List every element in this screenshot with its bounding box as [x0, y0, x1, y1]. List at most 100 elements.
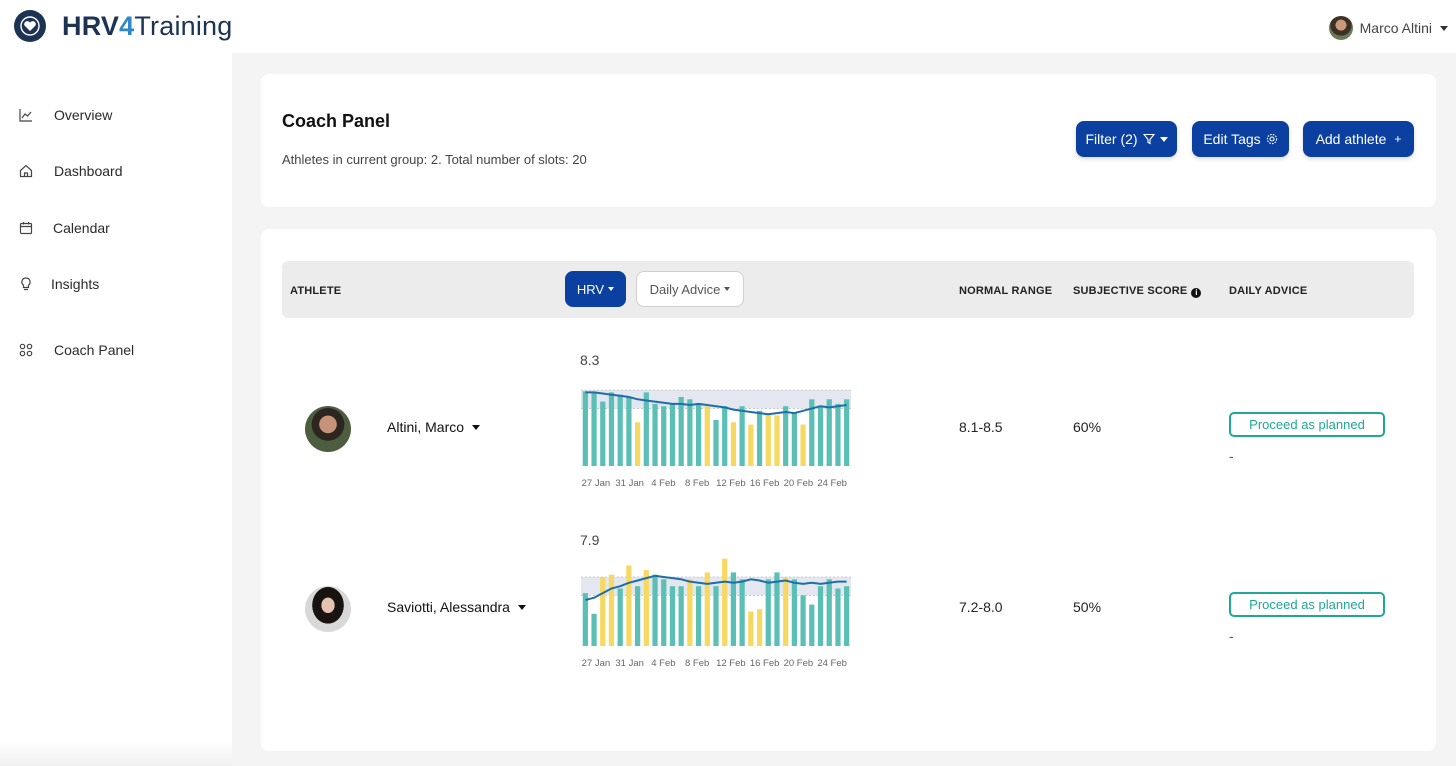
calendar-icon — [19, 222, 33, 235]
hrv-bar — [713, 420, 719, 466]
edit-tags-button[interactable]: Edit Tags — [1192, 121, 1289, 157]
filter-button[interactable]: Filter (2) — [1076, 121, 1177, 157]
hrv-bar — [635, 422, 641, 466]
line-chart-icon — [19, 109, 32, 122]
chevron-down-icon — [472, 424, 481, 430]
sidebar-item-label: Overview — [54, 107, 113, 123]
user-name: Marco Altini — [1359, 20, 1432, 36]
hrv-bar — [669, 403, 676, 466]
hrv-bar — [765, 579, 771, 646]
subjective-score-value: 60% — [1073, 419, 1102, 435]
hrv-bar — [791, 579, 797, 646]
subjective-score-value: 50% — [1073, 599, 1102, 615]
sidebar-item-dashboard[interactable]: Dashboard — [18, 161, 123, 181]
hrv-bar — [669, 586, 676, 646]
table-header: ATHLETE HRV Daily Advice NORMAL RANGE SU… — [282, 261, 1414, 318]
x-tick-label: 4 Feb — [651, 658, 675, 669]
hrv-bar — [809, 399, 815, 466]
hrv-bar — [730, 422, 737, 466]
column-daily-advice: DAILY ADVICE — [1229, 285, 1308, 297]
add-athlete-button[interactable]: Add athlete + — [1303, 121, 1414, 157]
gear-icon — [1266, 133, 1277, 145]
hrv-bar — [643, 570, 649, 646]
hrv-bar — [704, 406, 710, 466]
hrv-bar — [844, 586, 850, 646]
metric-daily-advice-label: Daily Advice — [649, 281, 721, 297]
hrv-bar — [695, 586, 702, 646]
sidebar-item-coach-panel[interactable]: Coach Panel — [18, 340, 134, 360]
hrv-bar — [739, 579, 745, 646]
athlete-name: Altini, Marco — [387, 419, 465, 435]
funnel-icon — [1142, 133, 1155, 145]
chevron-down-icon — [1440, 25, 1448, 31]
hrv-bar — [635, 586, 641, 646]
hrv-bar — [756, 410, 763, 466]
hrv-chart: 8.3 27 Jan 31 Jan 4 Feb 8 Feb 12 Feb 16 Feb 20 … — [580, 352, 851, 489]
sidebar-item-label: Insights — [51, 276, 100, 292]
daily-advice-badge: Proceed as planned — [1229, 592, 1385, 617]
hrv-bar — [608, 574, 615, 646]
hrv-chart: 7.9 27 Jan 31 Jan 4 Feb 8 Feb 12 Feb 16 Feb 20 … — [580, 532, 851, 669]
home-icon — [19, 164, 33, 178]
hrv-bar — [809, 604, 815, 646]
hrv-bar — [591, 613, 597, 646]
current-hrv-value: 7.9 — [580, 532, 600, 548]
current-hrv-value: 8.3 — [580, 352, 600, 368]
metric-hrv-label: HRV — [576, 281, 605, 297]
athlete-name-dropdown[interactable]: Saviotti, Alessandra — [387, 599, 526, 615]
info-icon[interactable]: i — [1191, 288, 1202, 298]
add-athlete-label: Add athlete — [1315, 131, 1387, 147]
app-logo[interactable]: HRV4Training — [14, 10, 233, 42]
hrv-bar — [765, 413, 771, 466]
hrv-bar — [817, 406, 824, 466]
grid-icon — [19, 343, 33, 357]
hrv-bar — [643, 392, 649, 466]
page-title: Coach Panel — [282, 111, 391, 131]
sidebar-item-label: Coach Panel — [54, 342, 135, 358]
hrv-bar — [791, 413, 797, 466]
x-tick-label: 16 Feb — [750, 658, 780, 669]
hrv-bar — [713, 586, 719, 646]
hrv-bar — [617, 394, 623, 466]
baseline-trend-line — [585, 391, 847, 416]
hrv-bar — [661, 406, 667, 466]
hrv-bar — [582, 593, 588, 646]
athlete-name-dropdown[interactable]: Altini, Marco — [387, 419, 481, 435]
x-tick-label: 20 Feb — [784, 658, 814, 669]
metric-daily-advice-dropdown[interactable]: Daily Advice — [636, 271, 744, 307]
sidebar-item-calendar[interactable]: Calendar — [18, 218, 110, 238]
hrv-bar — [608, 392, 615, 466]
hrv-bar — [748, 611, 754, 646]
plus-icon: + — [1394, 132, 1402, 146]
sidebar: Overview Dashboard Calendar Insights Coa… — [0, 53, 232, 766]
avatar — [305, 406, 351, 452]
x-tick-label: 20 Feb — [784, 478, 814, 489]
column-normal-range: NORMAL RANGE — [959, 285, 1053, 297]
metric-hrv-dropdown[interactable]: HRV — [565, 271, 626, 307]
chevron-down-icon — [608, 287, 615, 291]
hrv-bar — [687, 399, 693, 466]
filter-button-label: Filter (2) — [1085, 131, 1138, 147]
hrv-bar — [800, 595, 806, 646]
hrv-bar — [835, 403, 841, 466]
sidebar-item-overview[interactable]: Overview — [18, 105, 112, 125]
hrv-bar — [722, 406, 728, 466]
user-avatar — [1328, 16, 1353, 40]
athlete-name: Saviotti, Alessandra — [387, 599, 510, 615]
hrv-bar — [687, 579, 693, 646]
sidebar-fade — [0, 740, 232, 766]
avatar — [305, 586, 351, 632]
hrv-bar — [661, 579, 667, 646]
hrv-bar — [748, 424, 754, 466]
x-tick-label: 31 Jan — [615, 478, 644, 489]
x-tick-label: 27 Jan — [582, 478, 611, 489]
sidebar-item-label: Calendar — [53, 220, 110, 236]
chevron-down-icon — [517, 604, 526, 610]
sidebar-item-insights[interactable]: Insights — [18, 274, 99, 294]
hrv-bar — [582, 391, 588, 466]
hrv-bar — [722, 558, 728, 646]
sidebar-item-label: Dashboard — [54, 163, 123, 179]
hrv-bar — [626, 397, 632, 466]
hrv-bar — [774, 415, 780, 466]
user-menu[interactable]: Marco Altini — [1328, 16, 1448, 40]
